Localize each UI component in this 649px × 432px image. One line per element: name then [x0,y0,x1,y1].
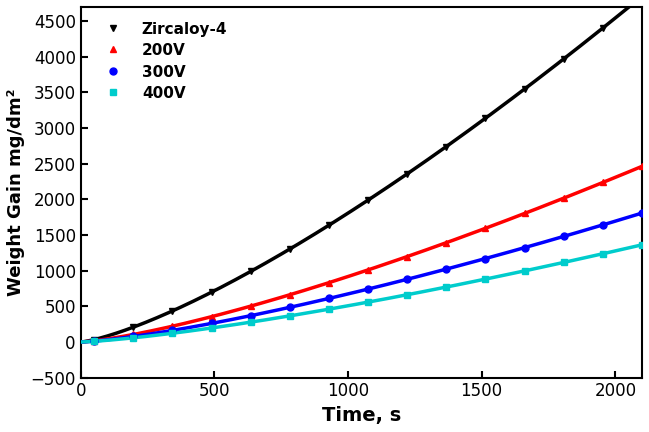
Zircaloy-4 [208,289,215,295]
Line: Zircaloy-4: Zircaloy-4 [91,0,646,343]
200V [208,314,215,319]
Zircaloy-4 [129,324,137,330]
300V [169,328,177,333]
Legend: Zircaloy-4, 200V, 300V, 400V: Zircaloy-4, 200V, 300V, 400V [88,15,235,108]
400V [325,307,333,312]
Zircaloy-4 [325,222,333,228]
200V [560,196,568,201]
300V [482,256,489,261]
Zircaloy-4 [520,86,528,92]
300V [129,334,137,339]
300V [247,313,254,318]
300V [364,286,372,292]
400V [403,292,411,297]
200V [90,338,98,343]
300V [90,339,98,344]
300V [286,305,294,310]
Zircaloy-4 [169,308,177,314]
300V [443,267,450,272]
400V [443,284,450,289]
Line: 400V: 400V [91,241,646,345]
Zircaloy-4 [247,269,254,274]
400V [638,242,646,248]
400V [520,268,528,273]
200V [482,226,489,231]
400V [560,260,568,265]
300V [208,321,215,326]
400V [364,299,372,305]
200V [364,267,372,273]
400V [90,339,98,344]
400V [129,335,137,340]
300V [599,222,607,228]
300V [638,210,646,216]
200V [443,240,450,245]
Zircaloy-4 [443,144,450,149]
200V [520,211,528,216]
Line: 200V: 200V [91,163,646,344]
200V [286,292,294,297]
400V [169,330,177,336]
400V [599,251,607,256]
Y-axis label: Weight Gain mg/dm²: Weight Gain mg/dm² [7,89,25,296]
400V [286,313,294,318]
200V [638,164,646,169]
Zircaloy-4 [403,171,411,176]
200V [325,280,333,285]
300V [560,234,568,239]
300V [403,276,411,282]
400V [482,276,489,282]
Zircaloy-4 [90,337,98,342]
200V [129,332,137,337]
400V [208,325,215,330]
Zircaloy-4 [364,197,372,203]
Line: 300V: 300V [91,210,646,345]
200V [247,304,254,309]
400V [247,320,254,325]
Zircaloy-4 [482,116,489,121]
300V [520,245,528,250]
Zircaloy-4 [560,56,568,61]
200V [403,254,411,259]
300V [325,296,333,301]
Zircaloy-4 [286,246,294,251]
X-axis label: Time, s: Time, s [322,406,401,425]
200V [599,180,607,185]
200V [169,324,177,329]
Zircaloy-4 [599,25,607,31]
